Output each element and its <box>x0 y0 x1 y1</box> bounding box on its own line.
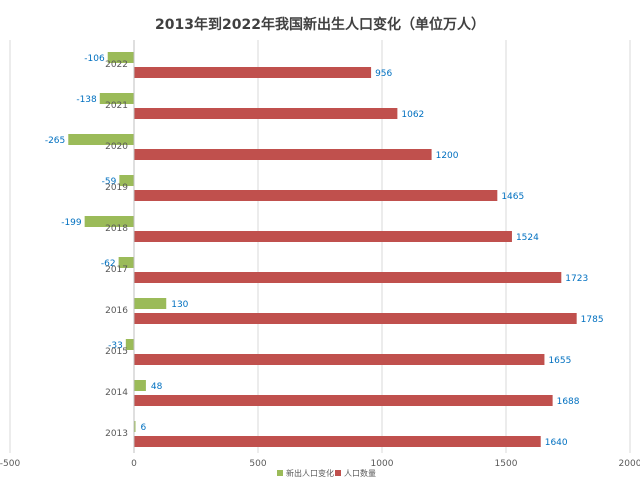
data-label-change: -59 <box>102 177 117 187</box>
data-label-change: -106 <box>84 54 105 64</box>
x-tick-label: 2000 <box>619 459 640 469</box>
category-label: 2020 <box>105 142 128 152</box>
chart-title: 2013年到2022年我国新出生人口变化（单位万人） <box>155 17 485 33</box>
data-label-change: -265 <box>45 136 65 146</box>
bar-population-2022 <box>134 67 372 78</box>
bar-change-2016 <box>134 298 167 309</box>
category-label: 2019 <box>105 183 128 193</box>
legend-label: 新出人口变化 <box>286 468 334 478</box>
data-label-change: -199 <box>61 218 82 228</box>
bar-change-2015 <box>125 339 134 350</box>
data-label-population: 956 <box>375 69 392 79</box>
category-label: 2018 <box>105 224 128 234</box>
data-label-change: 130 <box>171 300 188 310</box>
bar-population-2014 <box>134 395 553 406</box>
data-label-change: 6 <box>140 423 146 433</box>
category-label: 2022 <box>105 60 128 70</box>
data-label-change: -33 <box>108 341 123 351</box>
category-label: 2014 <box>105 388 128 398</box>
data-label-population: 1723 <box>565 274 588 284</box>
bar-change-2022 <box>107 52 134 63</box>
data-label-population: 1062 <box>401 110 424 120</box>
legend-swatch <box>335 470 341 476</box>
data-label-population: 1785 <box>581 315 604 325</box>
x-tick-label: 1000 <box>371 459 394 469</box>
x-tick-label: -500 <box>0 459 20 469</box>
x-tick-label: 1500 <box>495 459 518 469</box>
data-label-population: 1465 <box>501 192 524 202</box>
bar-change-2020 <box>68 134 134 145</box>
data-label-change: 48 <box>151 382 163 392</box>
category-label: 2017 <box>105 265 128 275</box>
data-label-change: -138 <box>76 95 97 105</box>
bar-population-2019 <box>134 190 498 201</box>
bar-change-2017 <box>118 257 134 268</box>
bar-change-2018 <box>84 216 134 227</box>
legend-label: 人口数量 <box>344 468 376 478</box>
data-label-population: 1200 <box>436 151 459 161</box>
category-label: 2015 <box>105 347 128 357</box>
category-label: 2016 <box>105 306 128 316</box>
bar-change-2021 <box>99 93 134 104</box>
data-label-population: 1688 <box>557 397 580 407</box>
bar-population-2013 <box>134 436 541 447</box>
bar-population-2021 <box>134 108 398 119</box>
category-label: 2013 <box>105 429 128 439</box>
x-tick-label: 500 <box>249 459 266 469</box>
data-label-population: 1655 <box>548 356 571 366</box>
bar-change-2019 <box>119 175 134 186</box>
data-label-change: -62 <box>101 259 116 269</box>
data-label-population: 1640 <box>545 438 568 448</box>
bar-population-2015 <box>134 354 545 365</box>
bar-change-2014 <box>134 380 146 391</box>
bar-population-2018 <box>134 231 512 242</box>
legend-swatch <box>277 470 283 476</box>
x-tick-label: 0 <box>131 459 137 469</box>
bar-change-2013 <box>134 421 136 432</box>
bar-population-2016 <box>134 313 577 324</box>
bar-population-2020 <box>134 149 432 160</box>
bar-population-2017 <box>134 272 562 283</box>
data-label-population: 1524 <box>516 233 539 243</box>
category-label: 2021 <box>105 101 128 111</box>
